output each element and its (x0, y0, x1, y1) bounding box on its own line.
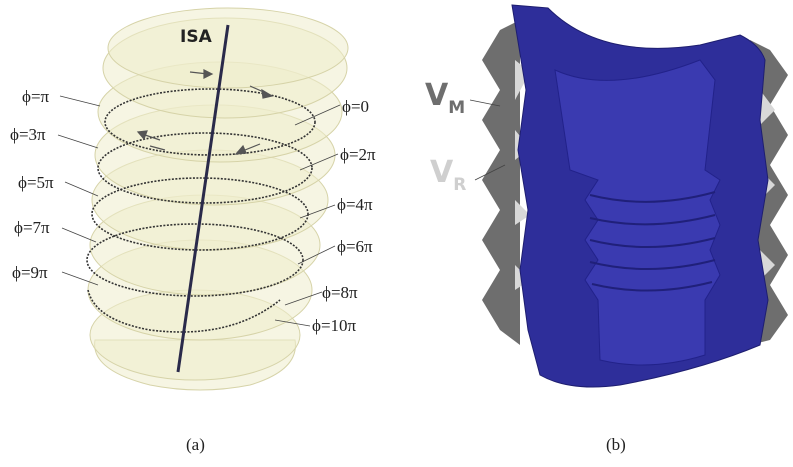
figure: ISA ϕ=π ϕ=3π ϕ=5π ϕ=7π ϕ=9π ϕ=0 ϕ=2π ϕ=4… (0, 0, 793, 467)
phase-label: ϕ=5π (18, 173, 54, 192)
phase-label: ϕ=9π (12, 263, 48, 282)
axis-label: ISA (180, 27, 213, 47)
phase-label: ϕ=0 (342, 97, 369, 116)
phase-label: ϕ=2π (340, 145, 376, 164)
phase-label: ϕ=π (22, 87, 50, 106)
phase-label: ϕ=4π (337, 195, 373, 214)
label-main: V (430, 155, 454, 190)
label-sub: M (448, 98, 465, 118)
phase-label: ϕ=7π (14, 218, 50, 237)
caption: (b) (606, 435, 626, 454)
phase-label: ϕ=6π (337, 237, 373, 256)
phase-label: ϕ=3π (10, 125, 46, 144)
volume-label: VM (425, 78, 465, 118)
label-sub: R (453, 175, 466, 195)
phase-label: ϕ=8π (322, 283, 358, 302)
screw-body (88, 8, 348, 390)
phase-label: ϕ=10π (312, 316, 357, 335)
label-main: V (425, 78, 449, 113)
volume-label: VR (430, 155, 466, 195)
caption: (a) (186, 435, 205, 454)
